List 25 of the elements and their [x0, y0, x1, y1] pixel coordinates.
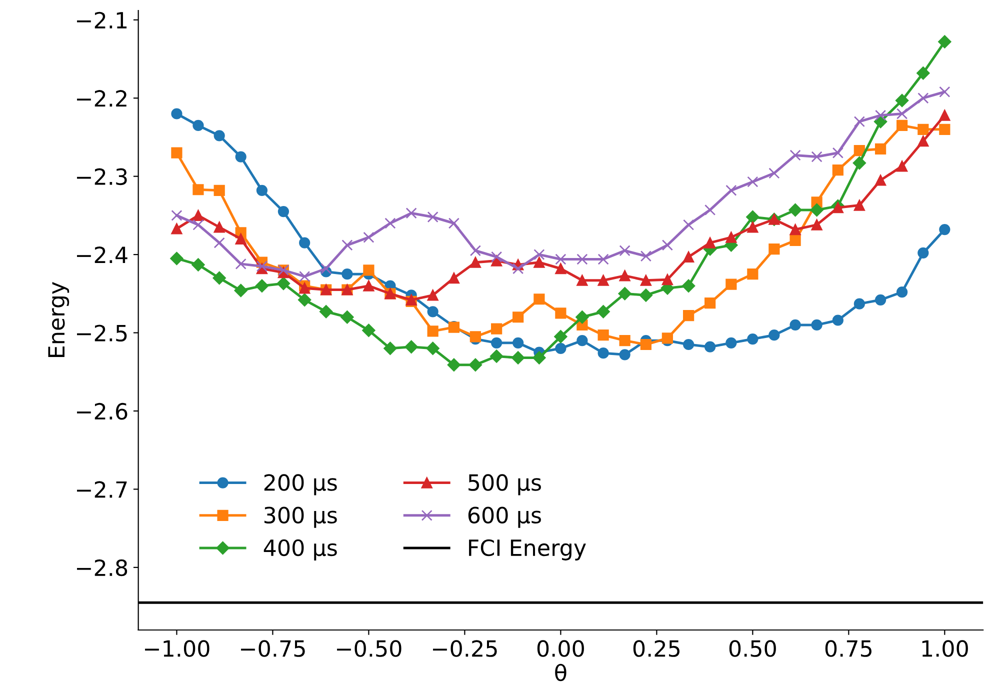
- legend-label: 500 µs: [468, 474, 541, 496]
- x-tick-label: −0.25: [433, 640, 497, 657]
- y-tick-label: −2.2: [76, 90, 126, 107]
- x-tick-label: −0.75: [241, 640, 305, 657]
- y-tick-label: −2.8: [76, 559, 128, 576]
- legend-label: 600 µs: [468, 506, 541, 528]
- x-tick-label: 0.75: [825, 640, 872, 657]
- y-tick-label: −2.1: [76, 12, 127, 28]
- y-tick-label: −2.7: [76, 481, 127, 498]
- x-tick-label: 0.25: [633, 640, 680, 657]
- legend-label: 300 µs: [264, 506, 337, 528]
- legend-label: 400 µs: [264, 539, 337, 560]
- x-tick-label: −0.50: [337, 640, 402, 657]
- x-tick-label: 0.50: [729, 640, 776, 657]
- x-tick-label: 0.00: [537, 640, 584, 657]
- y-tick-label: −2.4: [76, 246, 128, 263]
- legend-label: FCI Energy: [469, 539, 586, 560]
- x-tick-label: −1.00: [145, 640, 210, 657]
- y-tick-label: −2.3: [76, 168, 127, 186]
- x-tick-label: 1.00: [922, 640, 968, 657]
- y-axis-title: Energy: [48, 282, 70, 357]
- x-axis-title: θ: [555, 664, 566, 682]
- y-tick-label: −2.6: [76, 402, 128, 420]
- legend-label: 200 µs: [264, 474, 337, 496]
- y-tick-label: −2.5: [76, 324, 127, 342]
